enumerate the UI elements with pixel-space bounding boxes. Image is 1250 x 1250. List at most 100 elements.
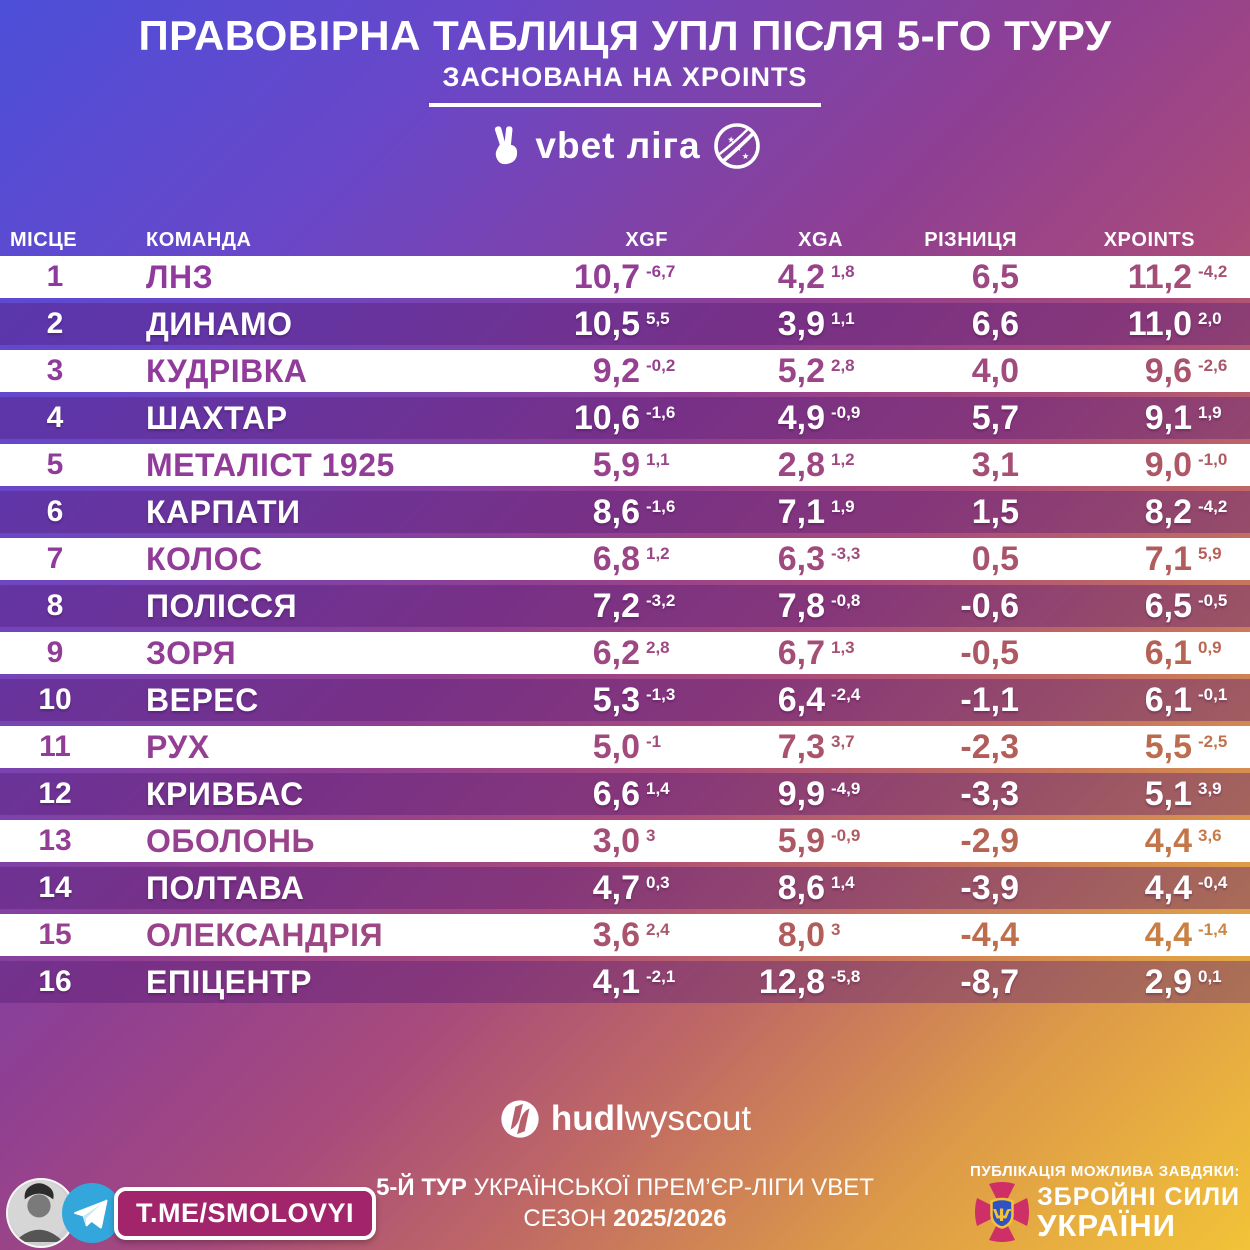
row-xga-value: 7,1 xyxy=(777,493,825,531)
row-xpoints-value: 4,4 xyxy=(1144,869,1192,907)
row-xga-delta: 2,8 xyxy=(825,357,883,374)
row-xpoints-delta: -2,5 xyxy=(1192,733,1250,750)
row-place: 15 xyxy=(38,918,72,951)
row-xpoints-delta: 1,9 xyxy=(1198,403,1222,422)
table-row: 6 КАРПАТИ 8,6 -1,6 7,1 1,9 1,5 8,2 -4,2 xyxy=(0,491,1250,533)
row-place: 2 xyxy=(46,307,64,340)
row-xpoints-delta: 0,1 xyxy=(1198,967,1222,986)
row-diff-value: -8,7 xyxy=(960,963,1019,1001)
hudl-wyscout-logo: hudlwyscout xyxy=(0,1098,1250,1140)
table-row: 4 ШАХТАР 10,6 -1,6 4,9 -0,9 5,7 9,1 1,9 xyxy=(0,397,1250,439)
row-xga-value: 5,9 xyxy=(698,820,825,862)
row-xgf-delta: 1,4 xyxy=(646,779,670,798)
row-xgf-value: 6,6 xyxy=(592,775,640,813)
row-xga-delta: 1,8 xyxy=(825,263,883,280)
row-xgf-value: 10,7 xyxy=(540,256,640,298)
row-xga-value: 12,8 xyxy=(758,963,825,1001)
row-xpoints-value: 11,2 xyxy=(1033,256,1192,298)
row-place: 14 xyxy=(38,871,72,904)
row-diff-value: -2,3 xyxy=(960,728,1019,766)
row-xgf-delta: 5,5 xyxy=(646,309,670,328)
row-team-name: ЗОРЯ xyxy=(146,634,237,671)
row-xgf-value: 4,1 xyxy=(592,963,640,1001)
row-xgf-value: 8,6 xyxy=(592,493,640,531)
armed-forces-emblem-icon: Ѱ xyxy=(975,1182,1030,1242)
svg-text:★: ★ xyxy=(743,137,748,144)
row-xpoints-value: 4,4 xyxy=(1033,820,1192,862)
row-xpoints-value: 9,0 xyxy=(1033,444,1192,486)
col-header-xgf: XGF xyxy=(625,228,668,251)
table-header: МІСЦЕ КОМАНДА XGF XGA РІЗНИЦЯ XPOINTS xyxy=(0,224,1250,256)
table-row: 16 ЕПІЦЕНТР 4,1 -2,1 12,8 -5,8 -8,7 2,9 0,1 xyxy=(0,961,1250,1003)
telegram-handle-badge[interactable]: T.ME/SMOLOVYI xyxy=(114,1186,377,1240)
row-xpoints-delta: -0,4 xyxy=(1198,873,1228,892)
row-team-name: КУДРІВКА xyxy=(146,352,308,389)
vbet-liga-wordmark: vbet ліга xyxy=(535,125,701,166)
row-xpoints-delta: -4,2 xyxy=(1198,497,1228,516)
svg-text:★: ★ xyxy=(734,143,742,153)
page-title: ПРАВОВІРНА ТАБЛИЦЯ УПЛ ПІСЛЯ 5-ГО ТУРУ xyxy=(138,12,1112,59)
row-diff-value: 6,6 xyxy=(971,305,1019,343)
ball-icon: ★ ★ ★ ★ xyxy=(713,123,760,169)
row-xgf-value: 7,2 xyxy=(592,587,640,625)
row-place: 13 xyxy=(38,824,72,857)
row-xga-delta: 3,7 xyxy=(825,733,883,750)
row-xgf-delta: -0,2 xyxy=(640,357,698,374)
row-diff-value: 4,0 xyxy=(971,352,1019,390)
row-xpoints-delta: -2,6 xyxy=(1192,357,1250,374)
row-xpoints-delta: 3,6 xyxy=(1192,827,1250,844)
row-place: 9 xyxy=(46,636,64,669)
row-xga-value: 7,8 xyxy=(777,587,825,625)
table-row: 13 ОБОЛОНЬ 3,0 3 5,9 -0,9 -2,9 4,4 3,6 xyxy=(0,820,1250,862)
row-xga-value: 8,0 xyxy=(698,914,825,956)
row-xga-value: 6,3 xyxy=(698,538,825,580)
row-xga-delta: -5,8 xyxy=(831,967,861,986)
row-diff-value: -4,4 xyxy=(960,916,1019,954)
table-row: 14 ПОЛТАВА 4,7 0,3 8,6 1,4 -3,9 4,4 -0,4 xyxy=(0,867,1250,909)
row-team-name: ЛНЗ xyxy=(146,258,214,295)
table-row: 9 ЗОРЯ 6,2 2,8 6,7 1,3 -0,5 6,1 0,9 xyxy=(0,632,1250,674)
row-team-name: ОЛЕКСАНДРІЯ xyxy=(146,916,384,953)
svg-text:Ѱ: Ѱ xyxy=(993,1206,1012,1226)
table-rows: 1 ЛНЗ 10,7 -6,7 4,2 1,8 6,5 11,2 -4,2 2 ДИНАМО 10,5… xyxy=(0,256,1250,1008)
victory-hand-icon xyxy=(495,126,518,165)
svg-text:★: ★ xyxy=(741,151,749,161)
row-xpoints-value: 6,1 xyxy=(1144,681,1192,719)
table-row: 1 ЛНЗ 10,7 -6,7 4,2 1,8 6,5 11,2 -4,2 xyxy=(0,256,1250,298)
row-xgf-delta: 3 xyxy=(640,827,698,844)
row-xpoints-delta: 2,0 xyxy=(1198,309,1222,328)
row-team-name: РУХ xyxy=(146,728,210,765)
row-xga-delta: -0,9 xyxy=(825,827,883,844)
row-diff-value: -2,9 xyxy=(960,822,1019,860)
row-xgf-value: 10,6 xyxy=(573,399,640,437)
row-place: 6 xyxy=(46,495,64,528)
row-xgf-delta: 0,3 xyxy=(646,873,670,892)
row-xpoints-value: 7,1 xyxy=(1033,538,1192,580)
table-row: 2 ДИНАМО 10,5 5,5 3,9 1,1 6,6 11,0 2,0 xyxy=(0,303,1250,345)
row-place: 5 xyxy=(46,448,64,481)
telegram-icon[interactable] xyxy=(62,1183,122,1243)
row-xga-delta: 1,9 xyxy=(831,497,855,516)
row-xpoints-value: 6,5 xyxy=(1144,587,1192,625)
credit-line1: ЗБРОЙНІ СИЛИ xyxy=(1037,1182,1240,1211)
table-row: 5 МЕТАЛІСТ 1925 5,9 1,1 2,8 1,2 3,1 9,0 -1,0 xyxy=(0,444,1250,486)
row-xga-value: 4,9 xyxy=(777,399,825,437)
round-info: 5-Й ТУР УКРАЇНСЬКОЇ ПРЕМ’ЄР-ЛІГИ VBET СЕ… xyxy=(376,1172,874,1234)
row-xpoints-value: 11,0 xyxy=(1127,305,1192,343)
row-xga-value: 3,9 xyxy=(777,305,825,343)
row-xpoints-delta: 5,9 xyxy=(1192,545,1250,562)
credit-caption: ПУБЛІКАЦІЯ МОЖЛИВА ЗАВДЯКИ: xyxy=(970,1163,1240,1180)
col-header-team: КОМАНДА xyxy=(146,228,252,251)
row-xgf-delta: -3,2 xyxy=(646,591,676,610)
row-xga-value: 8,6 xyxy=(777,869,825,907)
row-xga-delta: -4,9 xyxy=(831,779,861,798)
table-row: 8 ПОЛІССЯ 7,2 -3,2 7,8 -0,8 -0,6 6,5 -0,5 xyxy=(0,585,1250,627)
round-info-line2: СЕЗОН 2025/2026 xyxy=(523,1205,727,1232)
row-xgf-delta: -1,6 xyxy=(646,497,676,516)
row-xpoints-value: 6,1 xyxy=(1033,632,1192,674)
row-team-name: МЕТАЛІСТ 1925 xyxy=(146,446,395,483)
row-xga-value: 4,2 xyxy=(698,256,825,298)
row-team-name: КРИВБАС xyxy=(146,775,304,812)
row-xgf-value: 10,5 xyxy=(573,305,640,343)
row-xgf-value: 5,0 xyxy=(540,726,640,768)
